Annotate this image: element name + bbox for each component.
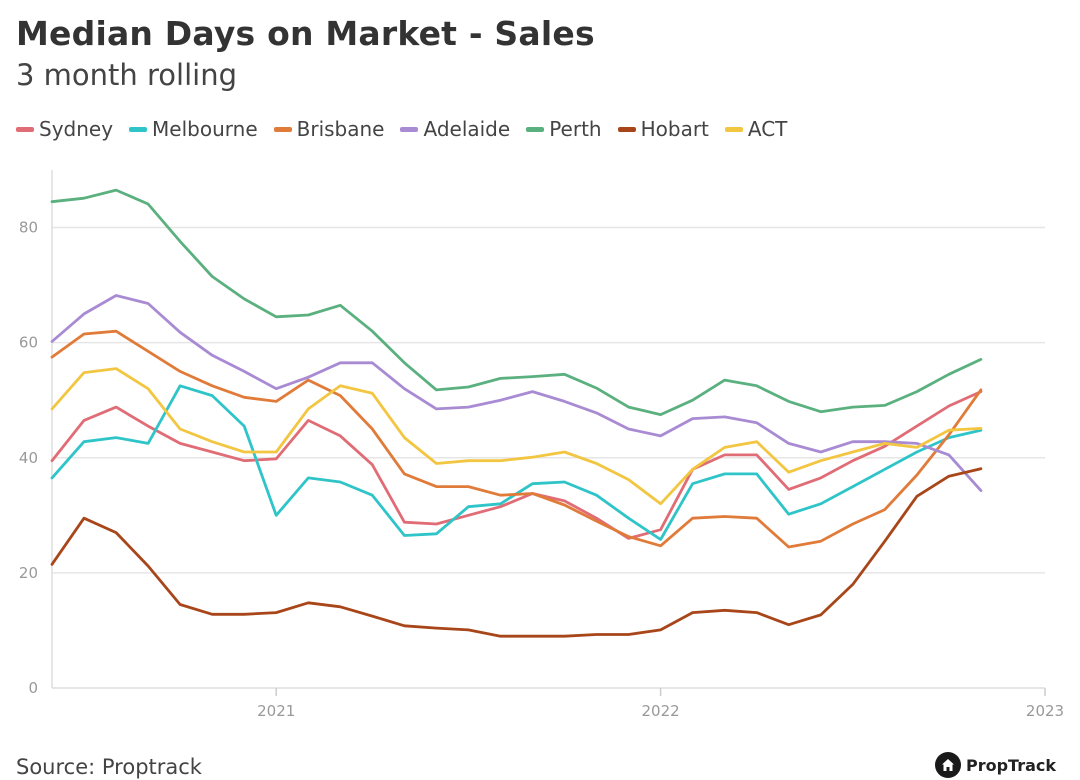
- x-tick-label: 2023: [1026, 702, 1064, 720]
- source-note: Source: Proptrack: [16, 755, 202, 779]
- x-tick-label: 2021: [257, 702, 295, 720]
- legend-label: Adelaide: [423, 117, 511, 141]
- legend-label: Hobart: [640, 117, 709, 141]
- y-tick-label: 20: [19, 564, 38, 582]
- legend-label: ACT: [747, 117, 788, 141]
- chart-title: Median Days on Market - Sales: [16, 14, 595, 53]
- x-tick-label: 2022: [642, 702, 680, 720]
- series-line-hobart: [50, 467, 983, 638]
- legend-swatch: [617, 126, 636, 132]
- legend-item-sydney: Sydney: [16, 117, 113, 141]
- y-tick-label: 40: [19, 449, 38, 467]
- series-line-brisbane: [50, 329, 983, 549]
- legend-item-hobart: Hobart: [617, 117, 709, 141]
- brand-logo: PropTrack: [934, 752, 1056, 778]
- brand-name: PropTrack: [965, 755, 1056, 775]
- legend-swatch: [526, 126, 545, 132]
- house-icon: [934, 752, 961, 778]
- legend: Sydney Melbourne Brisbane Adelaide Perth Hoba…: [16, 117, 803, 141]
- legend-item-adelaide: Adelaide: [400, 117, 510, 141]
- legend-swatch: [724, 126, 743, 132]
- series-line-act: [50, 367, 983, 506]
- legend-swatch: [129, 126, 148, 132]
- series-line-perth: [50, 188, 983, 416]
- legend-label: Brisbane: [296, 117, 385, 141]
- chart-subtitle: 3 month rolling: [16, 58, 237, 92]
- y-tick-label: 0: [28, 679, 38, 697]
- legend-item-melbourne: Melbourne: [129, 117, 258, 141]
- series-line-sydney: [50, 390, 983, 540]
- y-tick-label: 80: [19, 219, 38, 237]
- legend-label: Sydney: [39, 117, 114, 141]
- line-chart: 0 20 40 60 80 2021 2022 2023: [19, 170, 1064, 720]
- legend-swatch: [16, 126, 34, 132]
- y-tick-label: 60: [19, 334, 38, 352]
- legend-item-perth: Perth: [526, 117, 602, 141]
- series-line-adelaide: [50, 294, 983, 492]
- legend-swatch: [400, 126, 419, 132]
- legend-label: Melbourne: [152, 117, 258, 141]
- legend-item-act: ACT: [724, 117, 788, 141]
- legend-label: Perth: [549, 117, 602, 141]
- legend-item-brisbane: Brisbane: [273, 117, 385, 141]
- legend-swatch: [273, 126, 292, 132]
